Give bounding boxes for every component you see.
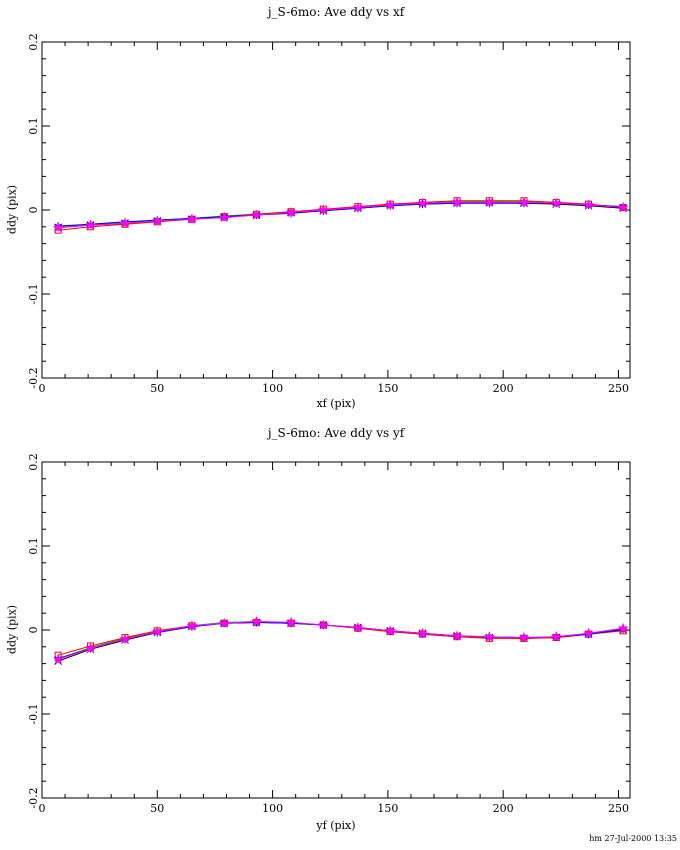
y-tick-label: 0.1 (27, 117, 40, 135)
chart2-title: j_S-6mo: Ave ddy vs yf (267, 426, 405, 440)
y-tick-label: 0.2 (27, 453, 40, 471)
x-tick-label: 0 (39, 802, 46, 815)
x-tick-label: 150 (377, 382, 398, 395)
chart1-yaxis-label: ddy (pix) (5, 184, 19, 235)
x-tick-label: 50 (150, 382, 164, 395)
y-tick-label: 0 (27, 627, 40, 634)
chart2-plot-area: 0 50 100 150 200 250 -0.2 -0.1 0 0.1 0.2 (27, 453, 631, 815)
series-red (54, 618, 627, 659)
chart2-xaxis-label: yf (pix) (316, 819, 356, 832)
series-magenta (52, 196, 629, 233)
y-tick-label: -0.2 (27, 367, 40, 388)
x-tick-label: 0 (39, 382, 46, 395)
chart1-plot-area: 0 50 100 150 200 250 -0.2 -0.1 0 0.1 0.2 (27, 33, 631, 395)
x-tick-label: 200 (493, 802, 514, 815)
x-tick-label: 200 (493, 382, 514, 395)
series-magenta (52, 616, 629, 664)
x-tick-label: 250 (608, 802, 629, 815)
y-tick-label: 0 (27, 207, 40, 214)
x-tick-label: 50 (150, 802, 164, 815)
x-tick-label: 100 (262, 802, 283, 815)
y-tick-label: 0.1 (27, 537, 40, 555)
y-tick-label: -0.2 (27, 787, 40, 808)
chart1-title: j_S-6mo: Ave ddy vs xf (267, 5, 405, 19)
chart2-yaxis-label: ddy (pix) (5, 604, 19, 655)
x-tick-label: 100 (262, 382, 283, 395)
x-tick-label: 150 (377, 802, 398, 815)
y-tick-label: -0.1 (27, 283, 40, 304)
series-green (54, 618, 627, 663)
y-tick-label: -0.1 (27, 703, 40, 724)
timestamp: hm 27-Jul-2000 13:35 (589, 834, 677, 843)
x-tick-label: 250 (608, 382, 629, 395)
series-blue (54, 618, 627, 663)
chart1-xaxis-label: xf (pix) (316, 397, 356, 410)
y-tick-label: 0.2 (27, 33, 40, 51)
